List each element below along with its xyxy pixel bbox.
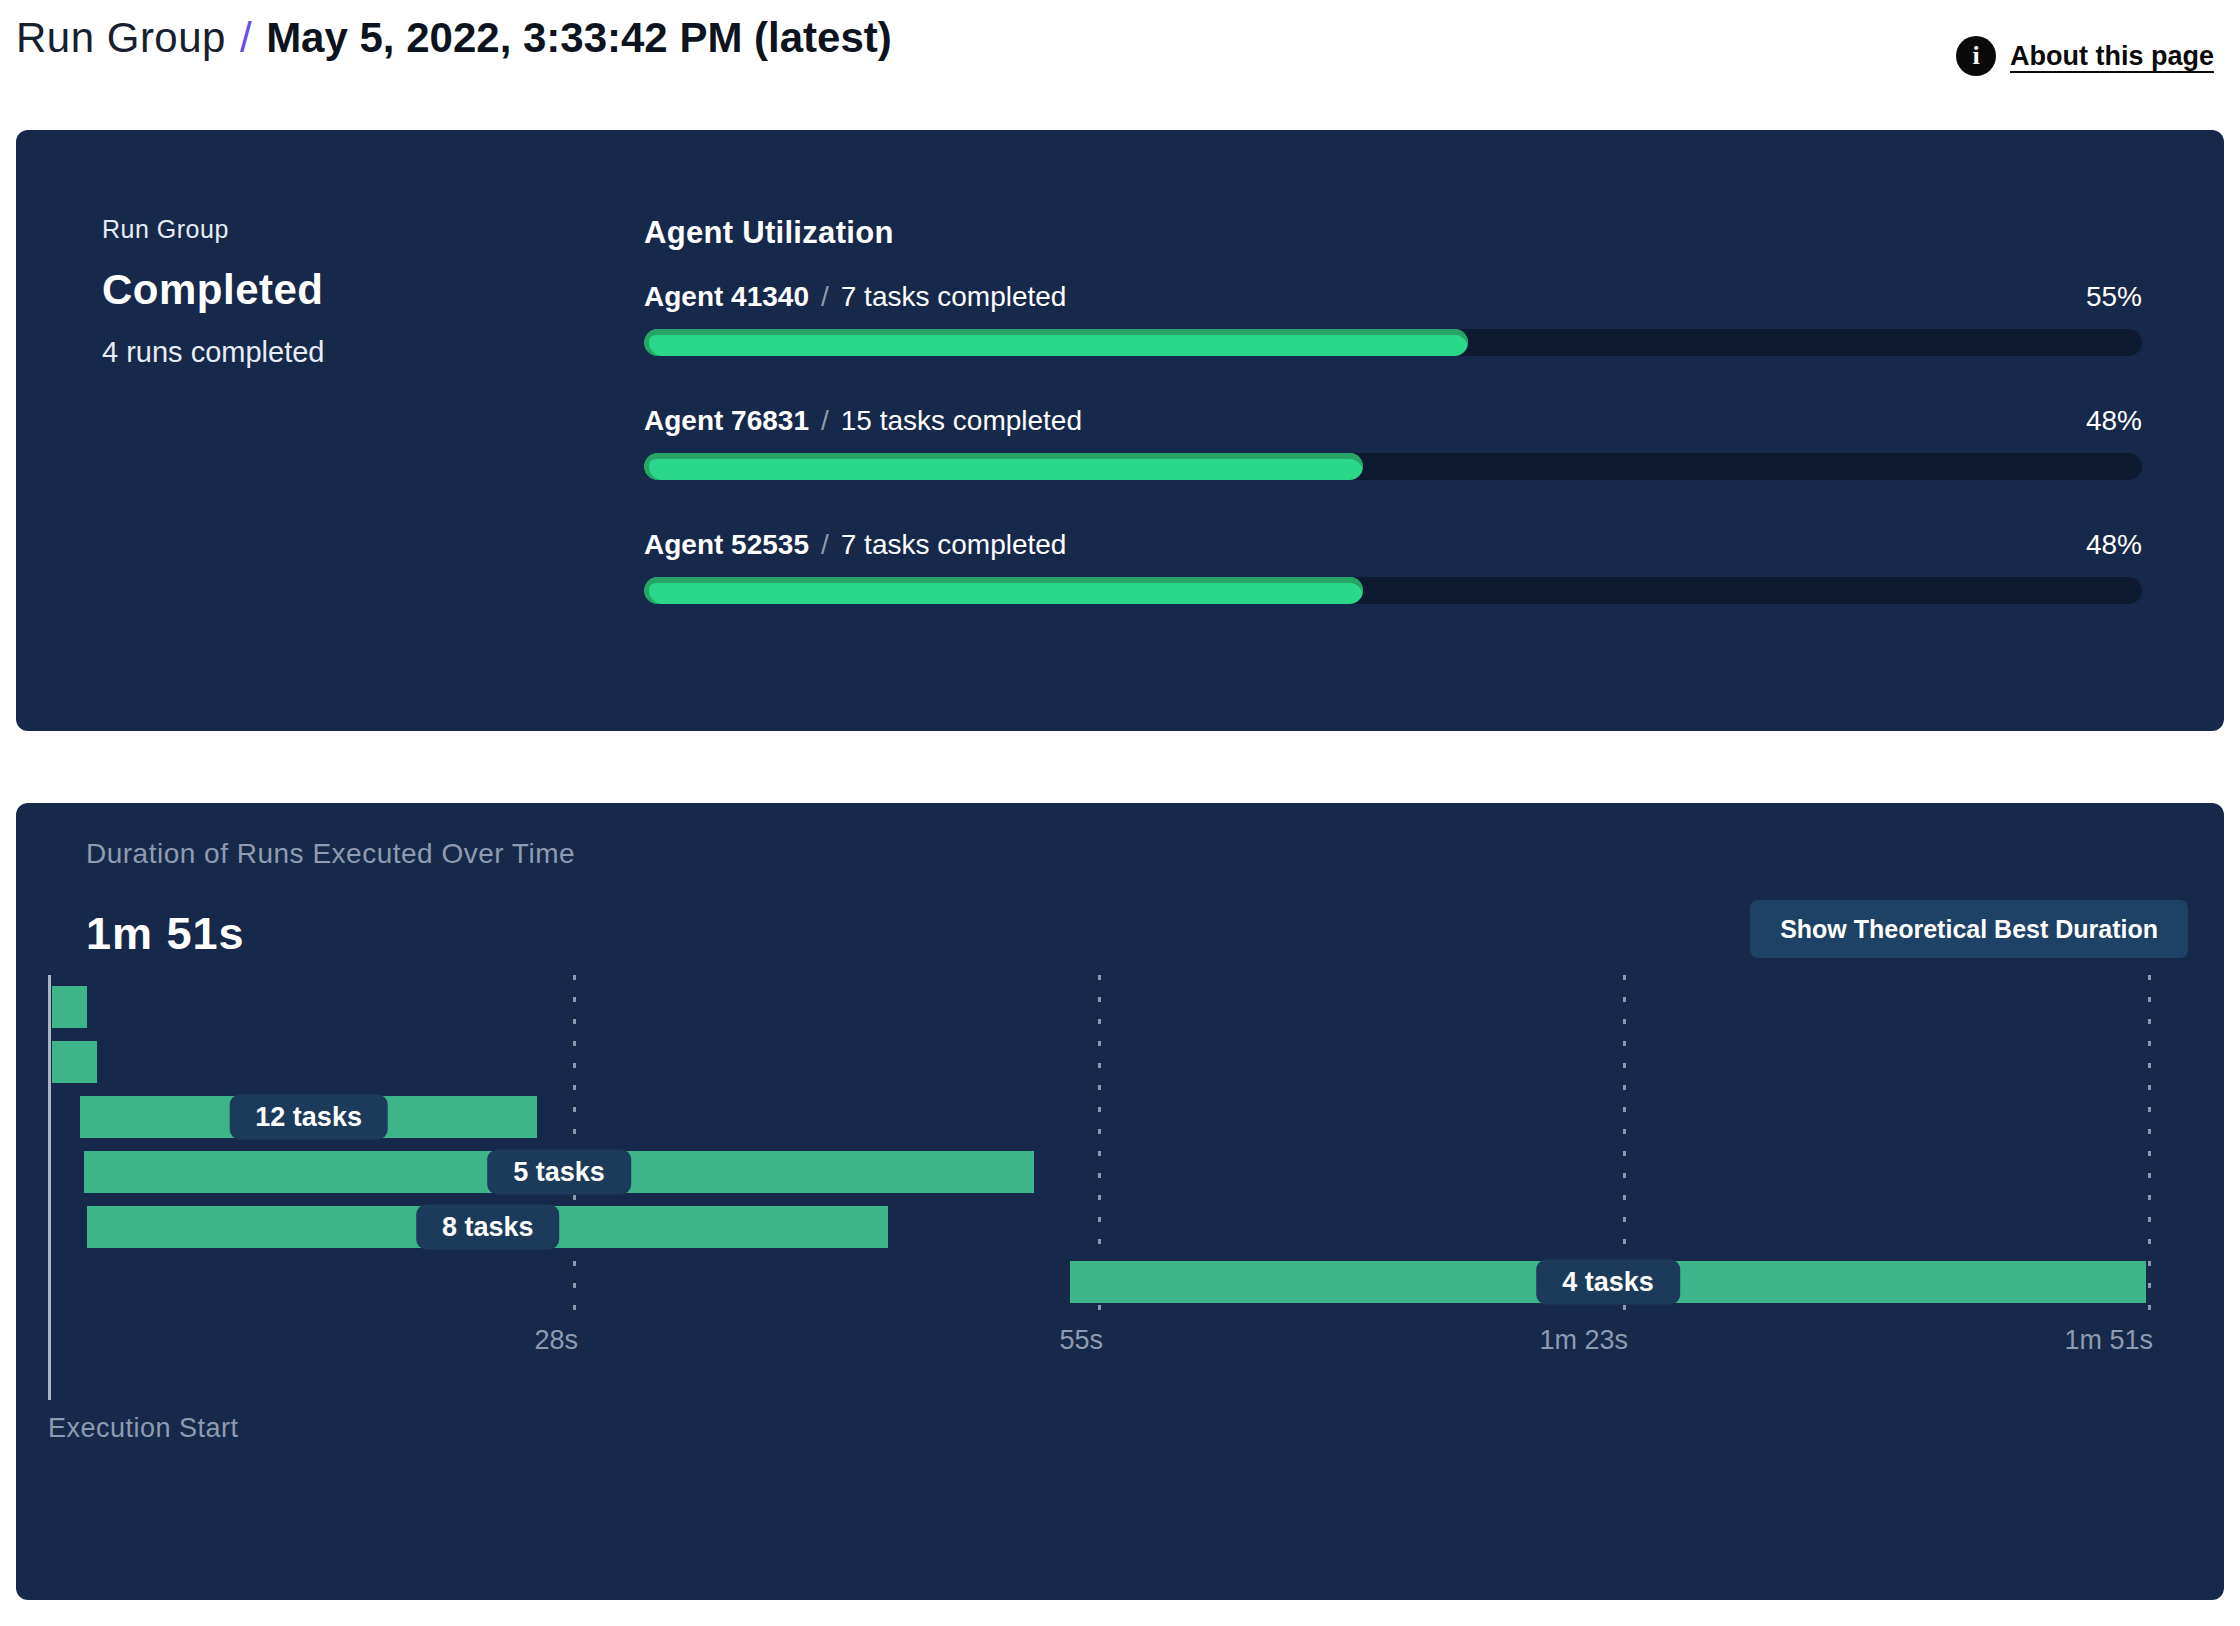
agent-tasks-completed: 15 tasks completed — [841, 405, 1082, 437]
agent-utilization-row: Agent 52535 / 7 tasks completed 48% — [644, 529, 2142, 604]
execution-start-axis-line — [48, 975, 51, 1400]
task-count-badge: 4 tasks — [1536, 1260, 1680, 1305]
axis-tick-label: 1m 51s — [1993, 1325, 2153, 1356]
about-this-page-link[interactable]: About this page — [2010, 41, 2214, 72]
execution-start-label: Execution Start — [48, 1413, 239, 1444]
page: Run Group / May 5, 2022, 3:33:42 PM (lat… — [0, 0, 2240, 1626]
run-group-summary: Run Group Completed 4 runs completed — [90, 215, 644, 731]
agent-tasks-completed: 7 tasks completed — [841, 529, 1067, 561]
axis-tick-label: 55s — [943, 1325, 1103, 1356]
run-group-status: Completed — [102, 266, 644, 314]
duration-chart-title: Duration of Runs Executed Over Time — [86, 838, 2164, 870]
agent-separator: / — [821, 281, 829, 313]
agent-separator: / — [821, 529, 829, 561]
breadcrumb-run-group: Run Group — [16, 14, 226, 62]
utilization-progressbar-track — [644, 329, 2142, 356]
axis-tick-label: 28s — [418, 1325, 578, 1356]
run-bar-8-tasks[interactable]: 8 tasks — [87, 1206, 888, 1248]
task-count-badge: 12 tasks — [229, 1095, 388, 1140]
task-count-badge: 8 tasks — [416, 1205, 560, 1250]
task-count-badge: 5 tasks — [487, 1150, 631, 1195]
run-bar-5-tasks[interactable]: 5 tasks — [84, 1151, 1035, 1193]
runs-completed-count: 4 runs completed — [102, 336, 644, 369]
agent-utilization-percent: 48% — [2086, 529, 2142, 561]
utilization-progressbar-track — [644, 453, 2142, 480]
about-this-page[interactable]: i About this page — [1956, 36, 2214, 76]
page-header: Run Group / May 5, 2022, 3:33:42 PM (lat… — [16, 0, 2224, 130]
breadcrumb-separator: / — [240, 14, 252, 62]
run-bar-4-tasks[interactable]: 4 tasks — [1070, 1261, 2146, 1303]
agent-utilization-row: Agent 76831 / 15 tasks completed 48% — [644, 405, 2142, 480]
info-icon: i — [1956, 36, 1996, 76]
agent-utilization-percent: 48% — [2086, 405, 2142, 437]
duration-panel: Duration of Runs Executed Over Time 1m 5… — [16, 803, 2224, 1600]
utilization-progressbar-track — [644, 577, 2142, 604]
gantt-chart: Execution Start 28s 55s 1m 23s 1m 51s 12 tas… — [16, 970, 2224, 1490]
utilization-progressbar-fill — [644, 329, 1468, 356]
agent-utilization-row: Agent 41340 / 7 tasks completed 55% — [644, 281, 2142, 356]
run-group-panel: Run Group Completed 4 runs completed Age… — [16, 130, 2224, 731]
agent-utilization-percent: 55% — [2086, 281, 2142, 313]
agent-name: Agent 41340 — [644, 281, 809, 313]
agent-tasks-completed: 7 tasks completed — [841, 281, 1067, 313]
axis-tick-label: 1m 23s — [1468, 1325, 1628, 1356]
duration-panel-header: Duration of Runs Executed Over Time 1m 5… — [16, 838, 2224, 960]
utilization-progressbar-fill — [644, 577, 1363, 604]
run-bar[interactable] — [52, 1041, 97, 1083]
breadcrumb: Run Group / May 5, 2022, 3:33:42 PM (lat… — [16, 14, 892, 62]
agent-utilization-section: Agent Utilization Agent 41340 / 7 tasks … — [644, 215, 2142, 731]
run-group-label: Run Group — [102, 215, 644, 244]
utilization-progressbar-fill — [644, 453, 1363, 480]
agent-name: Agent 52535 — [644, 529, 809, 561]
page-title: May 5, 2022, 3:33:42 PM (latest) — [266, 14, 892, 62]
gridline-1m51s — [2148, 975, 2151, 1325]
show-theoretical-best-duration-button[interactable]: Show Theoretical Best Duration — [1750, 900, 2188, 958]
run-bar-12-tasks[interactable]: 12 tasks — [80, 1096, 538, 1138]
agent-utilization-heading: Agent Utilization — [644, 215, 2142, 251]
agent-separator: / — [821, 405, 829, 437]
agent-name: Agent 76831 — [644, 405, 809, 437]
run-bar[interactable] — [52, 986, 88, 1028]
